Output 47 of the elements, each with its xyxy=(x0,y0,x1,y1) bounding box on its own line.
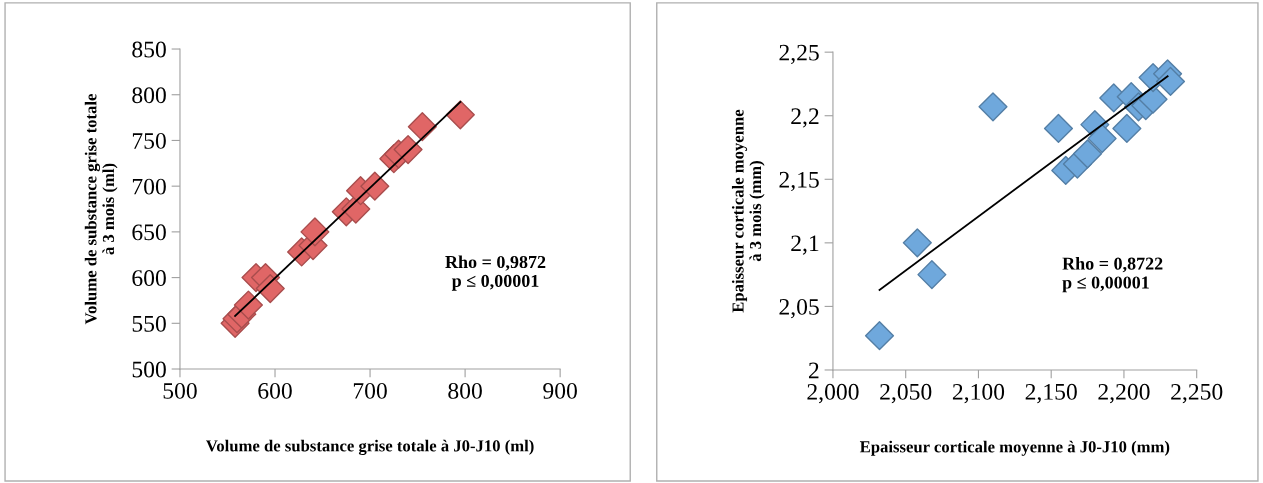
point xyxy=(917,260,947,290)
x-axis-title: Volume de substance grise totale à J0-J10 (ml) xyxy=(205,439,534,455)
x-tick-label: 2,200 xyxy=(1098,383,1150,404)
annotation: Rho = 0,9872 p ≤ 0,00001 xyxy=(445,255,546,291)
point xyxy=(233,290,263,320)
annotation: Rho = 0,8722 p ≤ 0,00001 xyxy=(1062,257,1163,293)
y-tick-label: 800 xyxy=(132,87,166,104)
point xyxy=(902,228,932,258)
y-tick-label: 500 xyxy=(132,361,166,378)
y-tick-label: 2 xyxy=(808,362,819,379)
point xyxy=(360,171,390,201)
point xyxy=(407,112,437,142)
y-tick-label: 2,2 xyxy=(791,108,819,128)
point xyxy=(393,135,423,165)
y-tick-label: 750 xyxy=(132,132,166,149)
x-tick-label: 500 xyxy=(163,382,197,399)
x-tick-label: 2,000 xyxy=(807,383,859,404)
y-tick-label: 550 xyxy=(132,315,166,332)
point xyxy=(300,217,330,247)
y-tick-label: 600 xyxy=(132,270,166,287)
x-tick-label: 600 xyxy=(258,382,292,399)
y-tick-label: 2,05 xyxy=(779,298,819,319)
point xyxy=(255,273,285,304)
y-axis-title: Epaisseur corticale moyenne à 3 mois (mm) xyxy=(731,109,765,313)
point xyxy=(1155,66,1186,96)
y-tick-label: 2,25 xyxy=(779,44,819,64)
y-tick-label: 2,15 xyxy=(779,171,819,192)
x-tick-label: 2,250 xyxy=(1171,383,1223,404)
point xyxy=(864,321,895,351)
point xyxy=(445,100,475,130)
y-tick-label: 850 xyxy=(132,41,166,58)
y-tick-label: 2,1 xyxy=(791,235,819,255)
point xyxy=(1112,113,1142,144)
point xyxy=(1087,124,1117,154)
x-tick-label: 900 xyxy=(543,382,577,399)
x-tick-label: 700 xyxy=(353,382,387,399)
x-tick-label: 2,050 xyxy=(880,383,932,404)
x-axis-title: Epaisseur corticale moyenne à J0-J10 (mm) xyxy=(859,440,1170,456)
point xyxy=(1072,139,1103,169)
x-tick-label: 800 xyxy=(448,382,482,399)
point xyxy=(978,92,1008,122)
y-axis-title: Volume de substance grise totale à 3 mois (ml) xyxy=(84,94,118,325)
y-tick-label: 700 xyxy=(132,178,166,195)
y-tick-label: 650 xyxy=(132,224,166,241)
x-tick-label: 2,100 xyxy=(952,383,1005,404)
point xyxy=(1043,113,1074,144)
x-tick-label: 2,150 xyxy=(1025,383,1077,404)
